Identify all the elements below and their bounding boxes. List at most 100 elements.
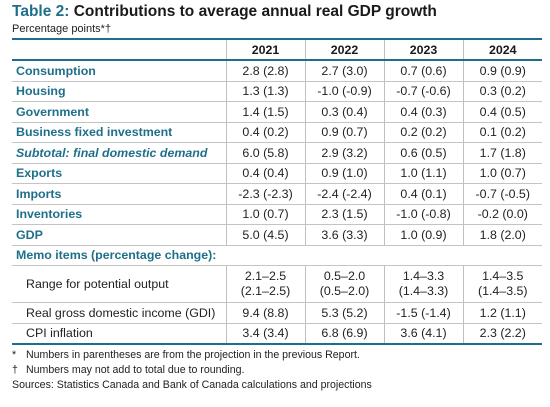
cell-value: 6.0 (5.8) xyxy=(225,142,305,164)
cell-value: 0.4 (0.3) xyxy=(383,101,463,123)
cell-value: -1.0 (-0.9) xyxy=(304,81,384,102)
cell-value: 1.3 (1.3) xyxy=(225,81,305,102)
cell-value: 1.4–3.3 (1.4–3.3) xyxy=(383,265,463,303)
cell-value: 1.0 (0.7) xyxy=(462,163,542,184)
cell-value: 1.0 (0.9) xyxy=(383,224,463,246)
range-value: 1.4–3.3 xyxy=(402,269,445,283)
table-row-cpi-inflation: CPI inflation 3.4 (3.4) 6.8 (6.9) 3.6 (4… xyxy=(12,323,542,345)
table-title-text: Contributions to average annual real GDP… xyxy=(73,3,437,20)
table-title: Table 2: Contributions to average annual… xyxy=(12,3,437,21)
cell-value: 0.9 (0.7) xyxy=(304,122,384,143)
cell-value: 1.2 (1.1) xyxy=(462,302,542,324)
table-row-government: Government 1.4 (1.5) 0.3 (0.4) 0.4 (0.3)… xyxy=(12,101,542,123)
cell-value: 2.9 (3.2) xyxy=(304,142,384,164)
cell-value: 0.9 (0.9) xyxy=(462,60,542,82)
range-previous: (0.5–2.0) xyxy=(319,284,370,298)
gdp-contributions-table: 2021 2022 2023 2024 Consumption 2.8 (2.8… xyxy=(12,38,542,345)
cell-value: 0.3 (0.4) xyxy=(304,101,384,123)
cell-value: 1.0 (1.1) xyxy=(383,163,463,184)
range-previous: (2.1–2.5) xyxy=(240,284,291,298)
cell-value: -0.7 (-0.6) xyxy=(383,81,463,102)
table-row-potential-output: Range for potential output 2.1–2.5 (2.1–2… xyxy=(12,265,542,303)
row-label: GDP xyxy=(12,224,226,246)
table-row-gdp: GDP 5.0 (4.5) 3.6 (3.3) 1.0 (0.9) 1.8 (2… xyxy=(12,224,542,246)
table-row-inventories: Inventories 1.0 (0.7) 2.3 (1.5) -1.0 (-0… xyxy=(12,204,542,225)
row-label: Government xyxy=(12,101,226,123)
cell-value: 3.6 (4.1) xyxy=(383,323,463,345)
cell-value: -2.3 (-2.3) xyxy=(225,183,305,205)
cell-value: 2.3 (1.5) xyxy=(304,204,384,225)
cell-value: 9.4 (8.8) xyxy=(225,302,305,324)
range-value: 2.1–2.5 xyxy=(244,269,287,283)
header-blank-cell xyxy=(12,38,227,61)
cell-value: 0.3 (0.2) xyxy=(462,81,542,102)
cell-value: 1.4 (1.5) xyxy=(225,101,305,123)
cell-value: 2.3 (2.2) xyxy=(462,323,542,345)
range-value: 1.4–3.5 xyxy=(482,269,524,283)
table-row-exports: Exports 0.4 (0.4) 0.9 (1.0) 1.0 (1.1) 1.… xyxy=(12,163,542,184)
cell-value: 0.5–2.0 (0.5–2.0) xyxy=(304,265,384,303)
footnote-star-symbol: * xyxy=(12,349,17,361)
table-footnotes: * Numbers in parentheses are from the pro… xyxy=(12,348,372,393)
cell-value: 0.6 (0.5) xyxy=(383,142,463,164)
cell-value: -1.0 (-0.8) xyxy=(383,204,463,225)
footnote-star: * Numbers in parentheses are from the pro… xyxy=(12,348,372,363)
range-previous: (1.4–3.3) xyxy=(398,284,449,298)
cell-value: 2.8 (2.8) xyxy=(225,60,305,82)
cell-value: 0.7 (0.6) xyxy=(383,60,463,82)
column-header-2021: 2021 xyxy=(225,38,305,61)
table-row-subtotal: Subtotal: final domestic demand 6.0 (5.8… xyxy=(12,142,542,164)
row-label: Housing xyxy=(12,81,226,102)
cell-value: -1.5 (-1.4) xyxy=(383,302,463,324)
cell-value: 5.3 (5.2) xyxy=(304,302,384,324)
row-label: Subtotal: final domestic demand xyxy=(12,142,226,164)
cell-value: 3.6 (3.3) xyxy=(304,224,384,246)
cell-value: 0.1 (0.2) xyxy=(462,122,542,143)
cell-value: 6.8 (6.9) xyxy=(304,323,384,345)
row-label: Inventories xyxy=(12,204,226,225)
cell-value: 0.4 (0.2) xyxy=(225,122,305,143)
cell-value: 0.2 (0.2) xyxy=(383,122,463,143)
cell-value: 5.0 (4.5) xyxy=(225,224,305,246)
row-label: CPI inflation xyxy=(12,323,226,345)
table-row-imports: Imports -2.3 (-2.3) -2.4 (-2.4) 0.4 (0.1… xyxy=(12,183,542,205)
row-label: Real gross domestic income (GDI) xyxy=(12,302,226,324)
cell-value: 3.4 (3.4) xyxy=(225,323,305,345)
row-label: Exports xyxy=(12,163,226,184)
cell-value: -0.7 (-0.5) xyxy=(462,183,542,205)
range-previous: (1.4–3.5) xyxy=(477,284,528,298)
footnote-dagger-text: Numbers may not add to total due to roun… xyxy=(26,364,245,376)
row-label: Business fixed investment xyxy=(12,122,226,143)
table-row-business-fixed-investment: Business fixed investment 0.4 (0.2) 0.9 … xyxy=(12,122,542,143)
table-row-consumption: Consumption 2.8 (2.8) 2.7 (3.0) 0.7 (0.6… xyxy=(12,60,542,82)
cell-value: -0.2 (0.0) xyxy=(462,204,542,225)
cell-value: -2.4 (-2.4) xyxy=(304,183,384,205)
cell-value: 0.9 (1.0) xyxy=(304,163,384,184)
row-label: Range for potential output xyxy=(12,265,226,303)
cell-value: 1.4–3.5 (1.4–3.5) xyxy=(462,265,542,303)
row-label: Imports xyxy=(12,183,226,205)
memo-heading-row: Memo items (percentage change): xyxy=(12,245,542,266)
cell-value: 2.1–2.5 (2.1–2.5) xyxy=(225,265,305,303)
header-row: 2021 2022 2023 2024 xyxy=(12,38,542,61)
table-number: Table 2: xyxy=(12,3,70,20)
cell-value: 1.8 (2.0) xyxy=(462,224,542,246)
table-subtitle: Percentage points*† xyxy=(12,23,112,35)
column-header-2023: 2023 xyxy=(383,38,463,61)
cell-value: 0.4 (0.5) xyxy=(462,101,542,123)
memo-heading: Memo items (percentage change): xyxy=(12,245,542,266)
cell-value: 0.4 (0.1) xyxy=(383,183,463,205)
column-header-2022: 2022 xyxy=(304,38,384,61)
cell-value: 2.7 (3.0) xyxy=(304,60,384,82)
cell-value: 1.0 (0.7) xyxy=(225,204,305,225)
column-header-2024: 2024 xyxy=(462,38,542,61)
cell-value: 1.7 (1.8) xyxy=(462,142,542,164)
table-row-gdi: Real gross domestic income (GDI) 9.4 (8.… xyxy=(12,302,542,324)
cell-value: 0.4 (0.4) xyxy=(225,163,305,184)
table-row-housing: Housing 1.3 (1.3) -1.0 (-0.9) -0.7 (-0.6… xyxy=(12,81,542,102)
range-value: 0.5–2.0 xyxy=(323,269,366,283)
footnote-dagger: † Numbers may not add to total due to rou… xyxy=(12,363,372,378)
footnote-star-text: Numbers in parentheses are from the proj… xyxy=(26,349,360,361)
footnote-dagger-symbol: † xyxy=(12,364,18,376)
sources-note: Sources: Statistics Canada and Bank of C… xyxy=(12,379,372,391)
